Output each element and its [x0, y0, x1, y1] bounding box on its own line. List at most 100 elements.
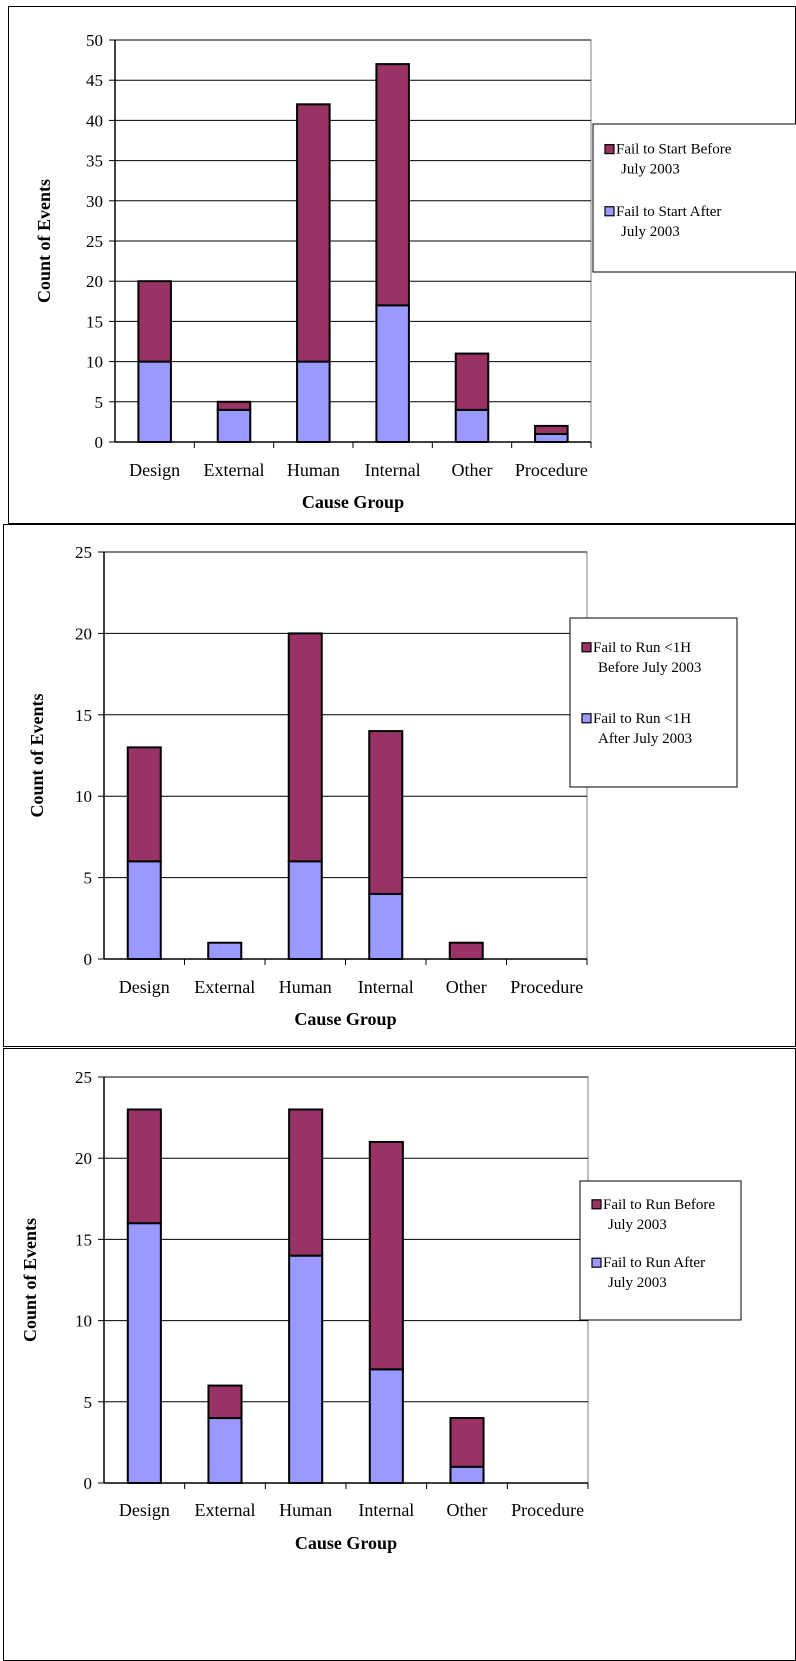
x-tick-label: External [204, 460, 265, 480]
bar-segment-external-series-1 [216, 408, 252, 443]
y-tick-label: 15 [75, 1230, 92, 1249]
x-tick-label: Design [129, 460, 180, 480]
bar-segment-external-series-1 [207, 941, 243, 961]
y-tick-label: 0 [84, 1474, 93, 1493]
legend-label: July 2003 [621, 162, 680, 178]
y-tick-label: 0 [84, 950, 93, 969]
y-tick-label: 25 [75, 543, 92, 562]
y-tick-label: 40 [86, 111, 103, 130]
bar-segment-design-series-2 [126, 1108, 162, 1225]
bar-segment-internal-series-2 [375, 63, 410, 307]
bar-segment-other-series-2 [454, 352, 490, 411]
bar-segment-design-series-2 [137, 280, 172, 363]
bar-segment-internal-series-1 [368, 892, 404, 961]
x-tick-label: Human [279, 1500, 332, 1520]
x-tick-label: Human [287, 460, 340, 480]
x-tick-label: External [194, 977, 255, 997]
y-tick-label: 30 [86, 192, 103, 211]
y-tick-label: 0 [95, 433, 104, 452]
bar-segment-design-series-1 [137, 360, 172, 444]
y-tick-label: 10 [75, 787, 92, 806]
x-axis-title: Cause Group [295, 1533, 397, 1553]
legend: Fail to Run <1H Before July 2003 Fail to R… [569, 617, 738, 788]
bar-segment-external-series-1 [207, 1417, 243, 1485]
legend-swatch [581, 642, 592, 653]
bar-segment-external-series-2 [216, 400, 252, 411]
x-tick-label: Internal [358, 977, 414, 997]
x-tick-label: Design [119, 1500, 170, 1520]
legend-label: July 2003 [608, 1275, 667, 1291]
plot-area [103, 551, 588, 960]
y-axis-title: Count of Events [27, 693, 47, 817]
x-axis-title: Cause Group [302, 492, 404, 512]
x-tick-label: Design [119, 977, 170, 997]
x-tick-label: Other [452, 460, 493, 480]
y-tick-label: 25 [86, 232, 103, 251]
legend-label: After July 2003 [598, 731, 692, 747]
bar-segment-human-series-1 [287, 860, 323, 961]
y-axis-title: Count of Events [34, 179, 54, 303]
y-tick-label: 20 [86, 272, 103, 291]
bar-segment-human-series-1 [296, 360, 331, 444]
x-tick-label: Other [447, 1500, 488, 1520]
legend-label: Before July 2003 [598, 660, 701, 676]
y-tick-label: 20 [75, 1149, 92, 1168]
chart-panel-2: 0 5 10 15 20 25 Design External Human Internal Oth… [3, 524, 796, 1047]
legend-label: July 2003 [608, 1217, 667, 1233]
plot-area [103, 1076, 589, 1484]
y-tick-label: 15 [86, 312, 103, 331]
chart-panel-3: 0 5 10 15 20 25 Design External Human Internal Oth… [3, 1048, 796, 1661]
bar-segment-other-series-1 [449, 1465, 485, 1485]
y-tick-label: 15 [75, 706, 92, 725]
bar-segment-other-series-1 [454, 408, 490, 443]
legend-label: July 2003 [621, 224, 680, 240]
legend-swatch [591, 1199, 602, 1210]
y-tick-label: 35 [86, 152, 103, 171]
bar-segment-human-series-2 [287, 632, 323, 863]
legend-swatch [591, 1257, 602, 1268]
legend-box [579, 1180, 742, 1321]
legend-box [569, 617, 738, 788]
y-tick-label: 20 [75, 624, 92, 643]
stacked-bar-chart: 0 5 10 15 20 25 30 35 40 45 50 Design External Human I… [8, 6, 796, 524]
legend-label: Fail to Start Before [616, 142, 732, 158]
bar-segment-procedure-series-2 [534, 424, 569, 435]
y-axis-title: Count of Events [20, 1218, 40, 1342]
y-tick-label: 45 [86, 71, 103, 90]
legend-label: Fail to Run Before [603, 1197, 715, 1213]
legend-label: Fail to Start After [616, 204, 721, 220]
legend-swatch [604, 206, 615, 217]
x-tick-label: External [195, 1500, 256, 1520]
bar-segment-internal-series-1 [368, 1368, 404, 1485]
y-tick-label: 5 [84, 869, 93, 888]
bar-segment-external-series-2 [207, 1384, 243, 1420]
bar-segment-other-series-2 [448, 941, 484, 961]
legend: Fail to Start Before July 2003 Fail to Sta… [592, 123, 796, 273]
chart-panel-1: 0 5 10 15 20 25 30 35 40 45 50 Design External Human I… [8, 6, 796, 524]
x-tick-label: Internal [365, 460, 421, 480]
x-tick-label: Procedure [511, 1500, 584, 1520]
y-tick-label: 5 [95, 393, 104, 412]
stacked-bar-chart: 0 5 10 15 20 25 Design External Human Internal Oth… [3, 524, 796, 1047]
bar-segment-human-series-1 [288, 1254, 324, 1484]
bar-segment-procedure-series-1 [534, 432, 569, 443]
x-tick-label: Procedure [515, 460, 588, 480]
y-tick-label: 5 [84, 1393, 93, 1412]
legend-label: Fail to Run <1H [593, 640, 691, 656]
bar-segment-design-series-2 [126, 746, 162, 863]
y-tick-label: 10 [75, 1312, 92, 1331]
legend-swatch [581, 713, 592, 724]
legend: Fail to Run Before July 2003 Fail to Run A… [579, 1180, 742, 1321]
bar-segment-internal-series-2 [368, 730, 404, 895]
legend-box [592, 123, 796, 273]
stacked-bar-chart: 0 5 10 15 20 25 Design External Human Internal Oth… [3, 1048, 796, 1661]
x-tick-label: Procedure [510, 977, 583, 997]
legend-label: Fail to Run After [603, 1255, 705, 1271]
bar-segment-internal-series-1 [375, 304, 410, 443]
legend-swatch [604, 144, 615, 155]
x-tick-label: Human [279, 977, 332, 997]
x-tick-label: Other [446, 977, 487, 997]
bar-segment-design-series-1 [126, 860, 162, 961]
y-tick-label: 10 [86, 353, 103, 372]
legend-label: Fail to Run <1H [593, 711, 691, 727]
